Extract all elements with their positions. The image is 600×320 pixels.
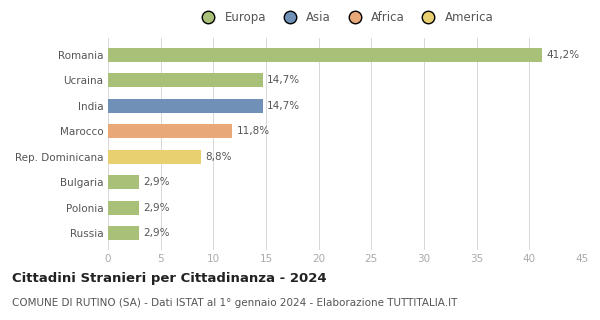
Bar [108,201,139,215]
Bar [108,99,263,113]
Text: 8,8%: 8,8% [205,152,232,162]
Bar [108,226,139,240]
Text: 14,7%: 14,7% [267,101,300,111]
Text: 41,2%: 41,2% [546,50,580,60]
Text: 2,9%: 2,9% [143,203,169,212]
Bar [108,150,200,164]
Text: Cittadini Stranieri per Cittadinanza - 2024: Cittadini Stranieri per Cittadinanza - 2… [12,272,326,285]
Legend: Europa, Asia, Africa, America: Europa, Asia, Africa, America [191,6,499,29]
Text: 2,9%: 2,9% [143,228,169,238]
Text: 11,8%: 11,8% [236,126,269,136]
Bar [108,48,542,62]
Text: COMUNE DI RUTINO (SA) - Dati ISTAT al 1° gennaio 2024 - Elaborazione TUTTITALIA.: COMUNE DI RUTINO (SA) - Dati ISTAT al 1°… [12,298,457,308]
Text: 2,9%: 2,9% [143,177,169,187]
Bar [108,73,263,87]
Bar [108,124,232,138]
Text: 14,7%: 14,7% [267,76,300,85]
Bar [108,175,139,189]
